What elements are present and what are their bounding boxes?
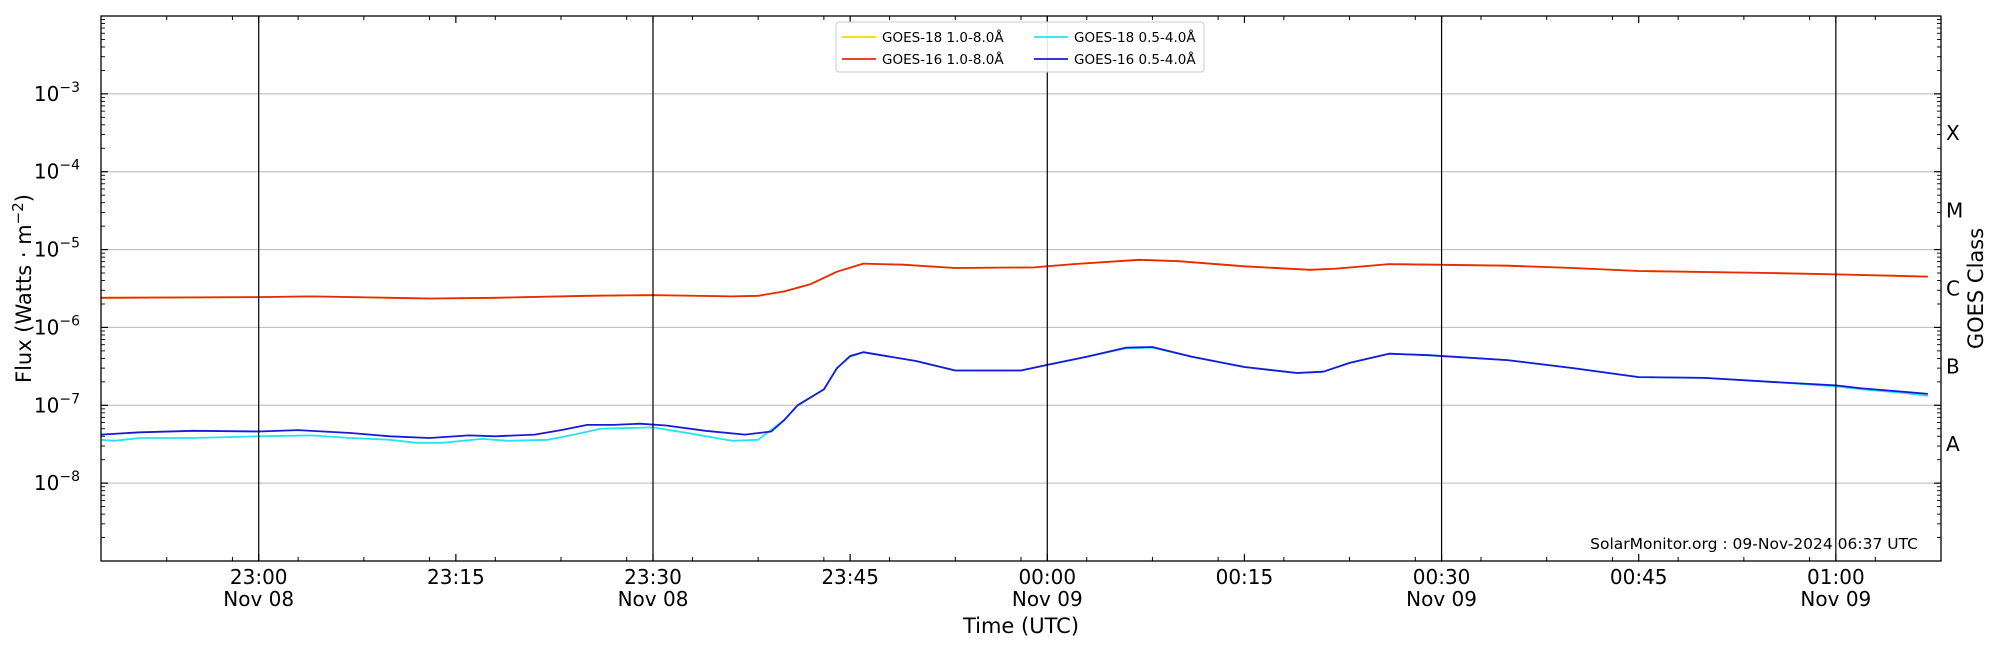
x-tick-label: 01:00 [1807, 565, 1865, 589]
y-tick-base: 10 [34, 160, 59, 184]
x-tick-label: 00:30 [1413, 565, 1471, 589]
x-tick-label: 00:15 [1216, 565, 1274, 589]
y-axis-label-close: ) [12, 194, 36, 202]
x-tick-date-label: Nov 08 [223, 587, 294, 611]
y-axis-label-main: Flux (Watts · m [12, 224, 36, 383]
y-tick-exponent: −6 [59, 313, 80, 329]
series-layer [100, 258, 1929, 444]
y-tick-base: 10 [34, 315, 59, 339]
credit-text: SolarMonitor.org : 09-Nov-2024 06:37 UTC [1590, 535, 1918, 553]
vline-layer [258, 16, 1837, 561]
legend-label: GOES-18 0.5-4.0Å [1074, 29, 1196, 46]
x-axis-label: Time (UTC) [962, 614, 1079, 638]
goes-class-label: M [1946, 199, 1963, 223]
y-axis-label-exponent: −2 [9, 202, 27, 224]
y-tick-label: 10−4 [34, 158, 80, 184]
y-tick-label: 10−3 [34, 80, 80, 106]
x-tick-label: 23:45 [821, 565, 879, 589]
grid-layer [101, 93, 1941, 484]
y-tick-exponent: −8 [59, 469, 80, 485]
legend-label: GOES-16 0.5-4.0Å [1074, 51, 1196, 68]
x-tick-date-label: Nov 09 [1800, 587, 1871, 611]
x-tick-label: 23:00 [230, 565, 288, 589]
series-line-1 [100, 258, 1928, 300]
x-tick-label: 23:15 [427, 565, 485, 589]
y-tick-exponent: −5 [59, 236, 80, 252]
x-tick-date-label: Nov 09 [1406, 587, 1477, 611]
x-tick-label: 23:30 [624, 565, 682, 589]
series-line-2 [100, 258, 1928, 300]
legend-label: GOES-18 1.0-8.0Å [882, 29, 1004, 46]
y-tick-label: 10−8 [34, 469, 80, 495]
goes-class-axis-label: GOES Class [1964, 228, 1988, 349]
x-tick-label: 00:00 [1018, 565, 1076, 589]
goes-class-label: B [1946, 354, 1960, 378]
goes-class-label: A [1946, 432, 1960, 456]
y-tick-base: 10 [34, 82, 59, 106]
y-tick-base: 10 [34, 238, 59, 262]
y-tick-base: 10 [34, 393, 59, 417]
plot-frame [100, 15, 1942, 562]
y-tick-exponent: −3 [59, 80, 80, 96]
series-line-3 [100, 346, 1929, 444]
y-axis-label: Flux (Watts · m−2) [9, 194, 36, 383]
legend-box [835, 21, 1205, 73]
tick-layer [101, 16, 1941, 561]
series-line-4 [100, 346, 1928, 439]
goes-class-label: X [1946, 121, 1960, 145]
goes-class-label: C [1946, 277, 1960, 301]
y-tick-label: 10−6 [34, 313, 80, 339]
x-tick-label: 00:45 [1610, 565, 1668, 589]
y-tick-exponent: −4 [59, 158, 80, 174]
legend: GOES-18 1.0-8.0Å GOES-18 0.5-4.0Å GOES-16 … [835, 21, 1205, 73]
x-tick-date-label: Nov 09 [1012, 587, 1083, 611]
legend-items: GOES-18 1.0-8.0Å GOES-18 0.5-4.0Å GOES-16 … [842, 29, 1196, 68]
y-tick-exponent: −7 [59, 391, 80, 407]
legend-label: GOES-16 1.0-8.0Å [882, 51, 1004, 68]
y-tick-base: 10 [34, 471, 59, 495]
x-tick-date-label: Nov 08 [618, 587, 689, 611]
y-tick-label: 10−7 [34, 391, 80, 417]
y-tick-label: 10−5 [34, 236, 80, 262]
